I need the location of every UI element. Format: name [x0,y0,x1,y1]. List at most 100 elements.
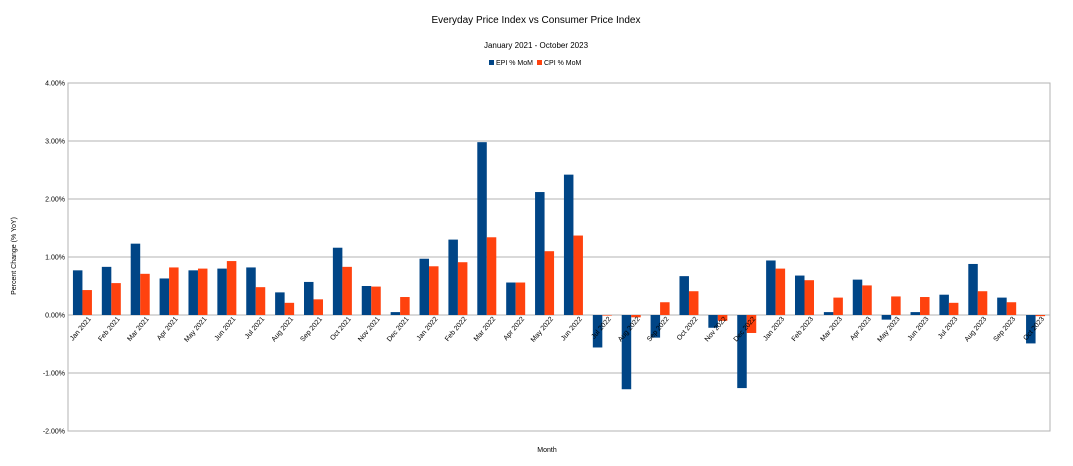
x-tick-label: Jul 2021 [244,316,266,341]
bar-cpi [111,283,121,315]
bar-epi [939,294,949,315]
bar-cpi [775,268,786,315]
x-tick-label: Jan 2023 [762,316,786,343]
x-tick-label: May 2021 [183,316,208,344]
bar-cpi [602,315,612,316]
bar-epi [159,278,170,315]
bar-cpi [226,261,237,315]
bar-epi [852,279,863,315]
x-tick-label: Jun 2022 [560,316,584,343]
bar-cpi [660,302,670,315]
y-axis-label: Percent Change (% YoY) [11,217,18,295]
x-tick-label: Mar 2021 [126,316,150,343]
bar-epi [766,260,776,315]
x-tick-label: Apr 2023 [849,316,873,342]
x-tick-label: Apr 2022 [503,316,527,342]
x-tick-label: Feb 2022 [444,316,468,343]
bar-cpi [1006,302,1017,315]
chart-subtitle: January 2021 - October 2023 [484,41,589,50]
legend-swatch-epi [489,60,494,65]
x-tick-label: Mar 2022 [473,316,497,343]
bar-epi [361,286,372,315]
x-tick-label: Dec 2021 [386,316,411,344]
bar-epi [621,315,632,390]
x-tick-label: Jun 2021 [213,316,237,343]
y-axis-ticks: 4.00% 3.00% 2.00% 1.00% 0.00% -1.00% -2.00% [43,81,65,436]
bar-cpi [573,235,583,315]
y-tick-label: 1.00% [45,255,65,262]
x-tick-label: Feb 2023 [791,316,815,343]
bar-cpi [862,285,872,315]
bar-cpi [400,297,410,315]
bar-epi [997,297,1007,315]
bar-epi [708,315,718,328]
bar-epi [506,282,516,315]
y-tick-label: 0.00% [45,313,65,320]
bar-epi [1026,315,1036,344]
bar-epi [332,247,343,315]
bar-cpi [515,282,526,315]
bar-epi [968,263,978,315]
bar-cpi [169,267,179,315]
bar-cpi [429,266,439,315]
bar-epi [72,270,83,315]
bar-cpi [688,291,699,315]
bar-cpi [920,297,930,315]
legend-label-epi: EPI % MoM [496,60,533,67]
x-tick-label: Apr 2021 [156,316,180,342]
bar-epi [881,315,892,320]
bars [72,142,1046,390]
y-tick-label: 4.00% [45,81,65,88]
x-tick-label: Oct 2022 [676,316,700,342]
bar-cpi [948,302,959,315]
x-tick-label: Jun 2023 [907,316,931,343]
bar-cpi [486,237,497,315]
bar-cpi [140,273,150,315]
bar-epi [448,239,458,315]
legend-label-cpi: CPI % MoM [544,60,582,67]
bar-epi [419,258,430,315]
legend-swatch-cpi [537,60,542,65]
bar-cpi [197,268,208,315]
bar-epi [217,268,227,315]
bar-cpi [371,286,381,315]
bar-epi [679,276,689,315]
y-tick-label: -1.00% [43,371,65,378]
bar-cpi [255,287,266,315]
bar-epi [390,312,401,315]
bar-epi [535,192,545,315]
x-tick-label: Aug 2023 [964,316,989,344]
plot-area [67,82,1051,432]
bar-cpi [313,299,323,315]
bar-epi [737,315,747,389]
bar-cpi [804,280,814,315]
bar-epi [910,312,921,315]
bar-epi [188,270,198,315]
bar-cpi [82,290,92,315]
legend: EPI % MoM CPI % MoM [489,60,582,67]
bar-cpi [544,251,555,315]
x-tick-label: Sep 2021 [299,316,324,344]
bar-epi [823,312,834,315]
bar-cpi [342,266,352,315]
x-tick-label: Jan 2022 [416,316,440,343]
y-tick-label: 3.00% [45,139,65,146]
bar-cpi [977,291,988,315]
bar-epi [304,281,314,315]
x-tick-label: May 2022 [530,316,555,344]
bar-cpi [1035,315,1046,317]
y-tick-label: 2.00% [45,197,65,204]
x-tick-label: Jan 2021 [69,316,93,343]
bar-cpi [891,296,901,315]
bar-epi [650,315,661,338]
x-axis-ticks: Jan 2021 Feb 2021 Mar 2021 Apr 2021 May 2021… [69,316,1046,344]
bar-cpi [284,302,295,315]
x-tick-label: Mar 2023 [820,316,844,343]
bar-epi [275,292,285,315]
x-tick-label: Feb 2021 [97,316,121,343]
bar-epi [592,315,603,348]
bar-cpi [746,315,757,333]
x-axis-label: Month [537,447,557,454]
bar-epi [795,275,805,315]
